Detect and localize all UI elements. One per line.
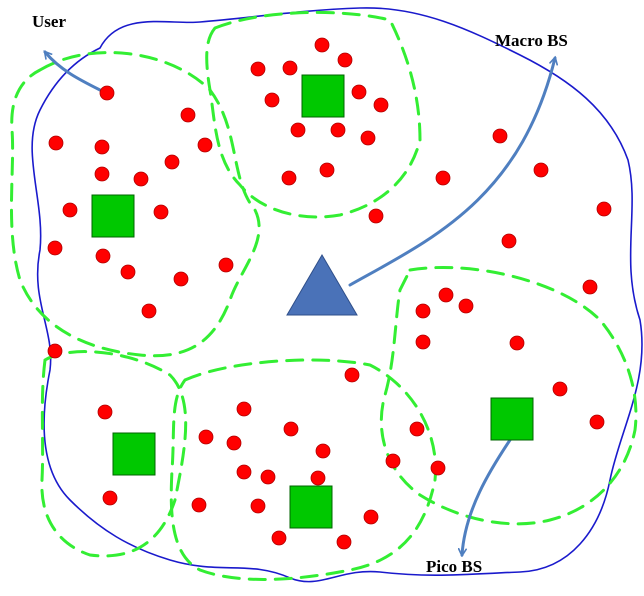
user-icon xyxy=(314,37,330,53)
user-icon xyxy=(260,469,276,485)
user-icon xyxy=(315,443,331,459)
pico-bs-icon xyxy=(490,397,534,441)
user-icon xyxy=(264,92,280,108)
user-icon xyxy=(430,460,446,476)
user-icon xyxy=(509,335,525,351)
user-icon xyxy=(120,264,136,280)
user-icon xyxy=(501,233,517,249)
user-icon xyxy=(492,128,508,144)
user-icon xyxy=(319,162,335,178)
pico-cluster-top-center xyxy=(205,10,422,219)
user-icon xyxy=(533,162,549,178)
pico-cluster-bottom-left xyxy=(40,350,188,558)
user-icon xyxy=(373,97,389,113)
pico-bs-icon xyxy=(301,74,345,118)
user-icon xyxy=(438,287,454,303)
macro-cell-boundary xyxy=(31,7,643,583)
label-pico-bs: Pico BS xyxy=(426,557,482,576)
pico-bs-icon xyxy=(91,194,135,238)
pointer-arrows xyxy=(45,52,555,555)
user-icon xyxy=(351,84,367,100)
user-icon xyxy=(344,367,360,383)
user-icon xyxy=(180,107,196,123)
pico-bs-layer xyxy=(91,74,534,529)
user-icon xyxy=(197,137,213,153)
user-pointer-arrow xyxy=(45,52,102,92)
user-icon xyxy=(330,122,346,138)
user-icon xyxy=(236,401,252,417)
user-icon xyxy=(582,279,598,295)
user-icon xyxy=(236,464,252,480)
user-icon xyxy=(589,414,605,430)
user-icon xyxy=(153,204,169,220)
user-icon xyxy=(173,271,189,287)
pico-cluster-top-left xyxy=(9,51,261,358)
user-icon xyxy=(99,85,115,101)
user-icon xyxy=(596,201,612,217)
pico-bs-icon xyxy=(289,485,333,529)
pico-cell-clusters xyxy=(9,10,638,581)
user-icon xyxy=(552,381,568,397)
user-icon xyxy=(336,534,352,550)
user-icon xyxy=(283,421,299,437)
users-layer xyxy=(47,37,612,550)
user-icon xyxy=(198,429,214,445)
user-icon xyxy=(94,139,110,155)
user-icon xyxy=(250,61,266,77)
user-icon xyxy=(133,171,149,187)
user-icon xyxy=(435,170,451,186)
macro-bs-icon xyxy=(286,254,358,316)
user-icon xyxy=(97,404,113,420)
pico-cluster-bottom-center xyxy=(169,358,438,581)
user-icon xyxy=(102,490,118,506)
user-icon xyxy=(47,343,63,359)
user-icon xyxy=(250,498,266,514)
user-icon xyxy=(48,135,64,151)
user-icon xyxy=(281,170,297,186)
user-icon xyxy=(164,154,180,170)
user-icon xyxy=(226,435,242,451)
user-icon xyxy=(47,240,63,256)
macro-bs-pointer-arrow xyxy=(348,58,555,287)
user-icon xyxy=(94,166,110,182)
user-icon xyxy=(95,248,111,264)
user-icon xyxy=(290,122,306,138)
pico-bs-icon xyxy=(112,432,156,476)
user-icon xyxy=(141,303,157,319)
user-icon xyxy=(271,530,287,546)
user-icon xyxy=(218,257,234,273)
user-icon xyxy=(415,334,431,350)
label-user: User xyxy=(32,12,66,31)
user-icon xyxy=(62,202,78,218)
user-icon xyxy=(409,421,425,437)
label-macro-bs: Macro BS xyxy=(495,31,568,50)
user-icon xyxy=(310,470,326,486)
user-icon xyxy=(191,497,207,513)
pico-cluster-right xyxy=(379,266,638,526)
user-icon xyxy=(337,52,353,68)
user-icon xyxy=(360,130,376,146)
user-icon xyxy=(458,298,474,314)
user-icon xyxy=(385,453,401,469)
user-icon xyxy=(282,60,298,76)
user-icon xyxy=(363,509,379,525)
user-icon xyxy=(415,303,431,319)
pico-bs-pointer-arrow xyxy=(462,438,512,555)
user-icon xyxy=(368,208,384,224)
